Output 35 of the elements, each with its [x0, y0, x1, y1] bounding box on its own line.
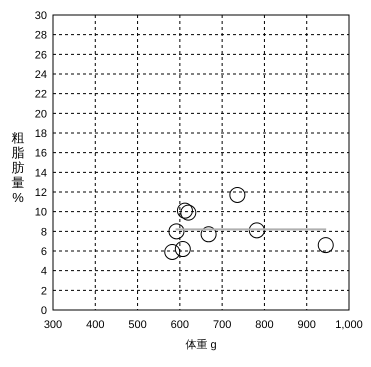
- x-tick-label: 600: [170, 319, 190, 331]
- x-tick-label: 800: [255, 319, 274, 331]
- y-tick-label: 20: [34, 108, 47, 120]
- point: [174, 241, 191, 258]
- y-axis-title: 粗脂肪量%: [12, 130, 24, 205]
- point: [176, 202, 193, 219]
- y-tick-label: 8: [40, 226, 47, 238]
- x-tick-label: 900: [298, 319, 316, 331]
- point: [180, 204, 196, 221]
- y-tick-label: 6: [40, 246, 47, 258]
- y-tick-label: 28: [34, 30, 47, 42]
- x-tick-label: 1,000: [335, 319, 363, 331]
- point: [248, 222, 265, 238]
- y-tick-label: 22: [34, 88, 47, 101]
- y-tick-label: 10: [34, 206, 47, 219]
- point: [168, 223, 184, 240]
- y-tick-label: 4: [40, 266, 47, 278]
- point: [318, 237, 334, 254]
- y-tick-label: 26: [34, 49, 47, 62]
- x-tick-label: 400: [86, 319, 104, 331]
- y-tick-label: 12: [34, 187, 47, 199]
- point: [200, 226, 217, 242]
- y-tick-label: 2: [40, 285, 47, 298]
- y-tick-label: 24: [34, 69, 47, 81]
- x-tick-label: 500: [128, 319, 147, 331]
- point: [164, 244, 180, 260]
- y-tick-label: 30: [34, 10, 47, 22]
- x-axis-title: 体重 g: [185, 338, 217, 351]
- y-tick-label: 16: [34, 148, 47, 160]
- point: [229, 186, 246, 203]
- y-tick-label: 14: [34, 167, 47, 180]
- x-tick-label: 300: [44, 319, 62, 331]
- y-tick-label: 18: [34, 128, 47, 140]
- y-tick-label: 0: [40, 305, 47, 317]
- x-tick-label: 700: [212, 319, 232, 331]
